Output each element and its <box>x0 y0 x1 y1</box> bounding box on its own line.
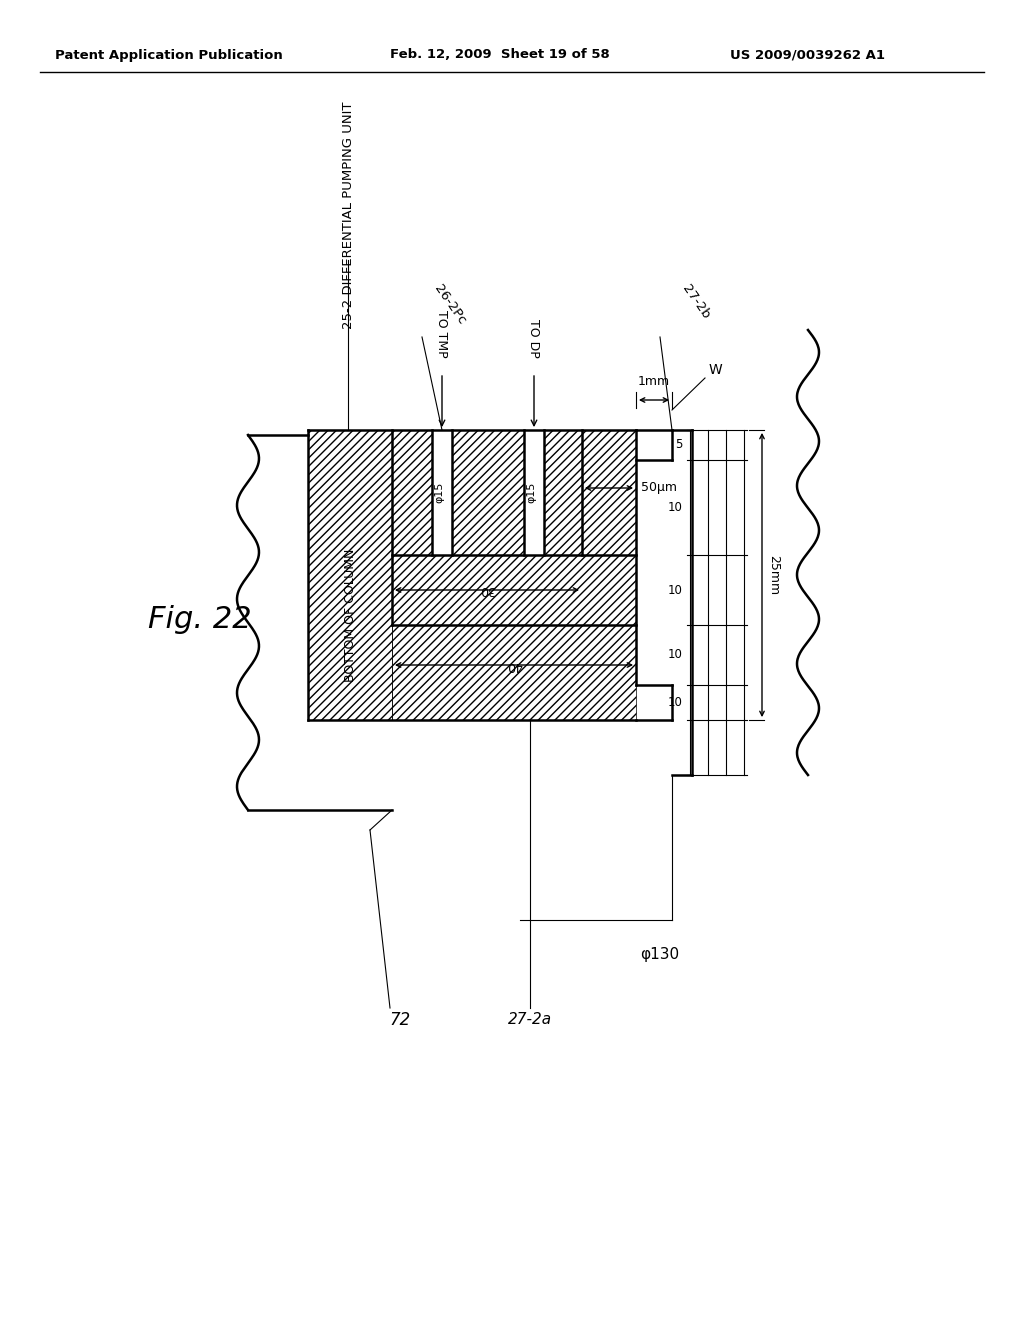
Text: TO TMP: TO TMP <box>435 310 449 358</box>
Text: 30: 30 <box>479 583 495 597</box>
Text: Feb. 12, 2009  Sheet 19 of 58: Feb. 12, 2009 Sheet 19 of 58 <box>390 49 609 62</box>
Text: 10: 10 <box>668 502 683 513</box>
Text: 10: 10 <box>668 696 683 709</box>
Text: 25-2 DIFFERENTIAL PUMPING UNIT: 25-2 DIFFERENTIAL PUMPING UNIT <box>341 102 354 329</box>
Bar <box>392 624 636 719</box>
Text: 40: 40 <box>506 659 522 672</box>
Text: 72: 72 <box>389 1011 411 1030</box>
Text: φ130: φ130 <box>640 948 680 962</box>
Text: 25mm: 25mm <box>768 554 780 595</box>
Text: 1mm: 1mm <box>638 375 670 388</box>
Text: 27-2b: 27-2b <box>680 282 713 322</box>
Text: W: W <box>709 363 722 378</box>
Bar <box>308 430 392 719</box>
Text: 10: 10 <box>668 648 683 661</box>
Bar <box>544 430 582 554</box>
Bar <box>452 430 524 554</box>
Text: 10: 10 <box>668 583 683 597</box>
Text: US 2009/0039262 A1: US 2009/0039262 A1 <box>730 49 885 62</box>
Bar <box>392 430 432 554</box>
Bar <box>582 430 636 554</box>
Text: Patent Application Publication: Patent Application Publication <box>55 49 283 62</box>
Text: BOTTOM OF COLUMN: BOTTOM OF COLUMN <box>343 548 356 681</box>
Text: φ15: φ15 <box>526 482 536 503</box>
Text: 27-2a: 27-2a <box>508 1012 552 1027</box>
Text: 5: 5 <box>676 438 683 451</box>
Text: TO DP: TO DP <box>527 319 541 358</box>
Text: 50μm: 50μm <box>641 482 677 495</box>
Bar <box>392 554 636 624</box>
Text: Fig. 22: Fig. 22 <box>148 606 252 635</box>
Text: 26-2Pc: 26-2Pc <box>432 282 469 327</box>
Text: φ15: φ15 <box>434 482 444 503</box>
